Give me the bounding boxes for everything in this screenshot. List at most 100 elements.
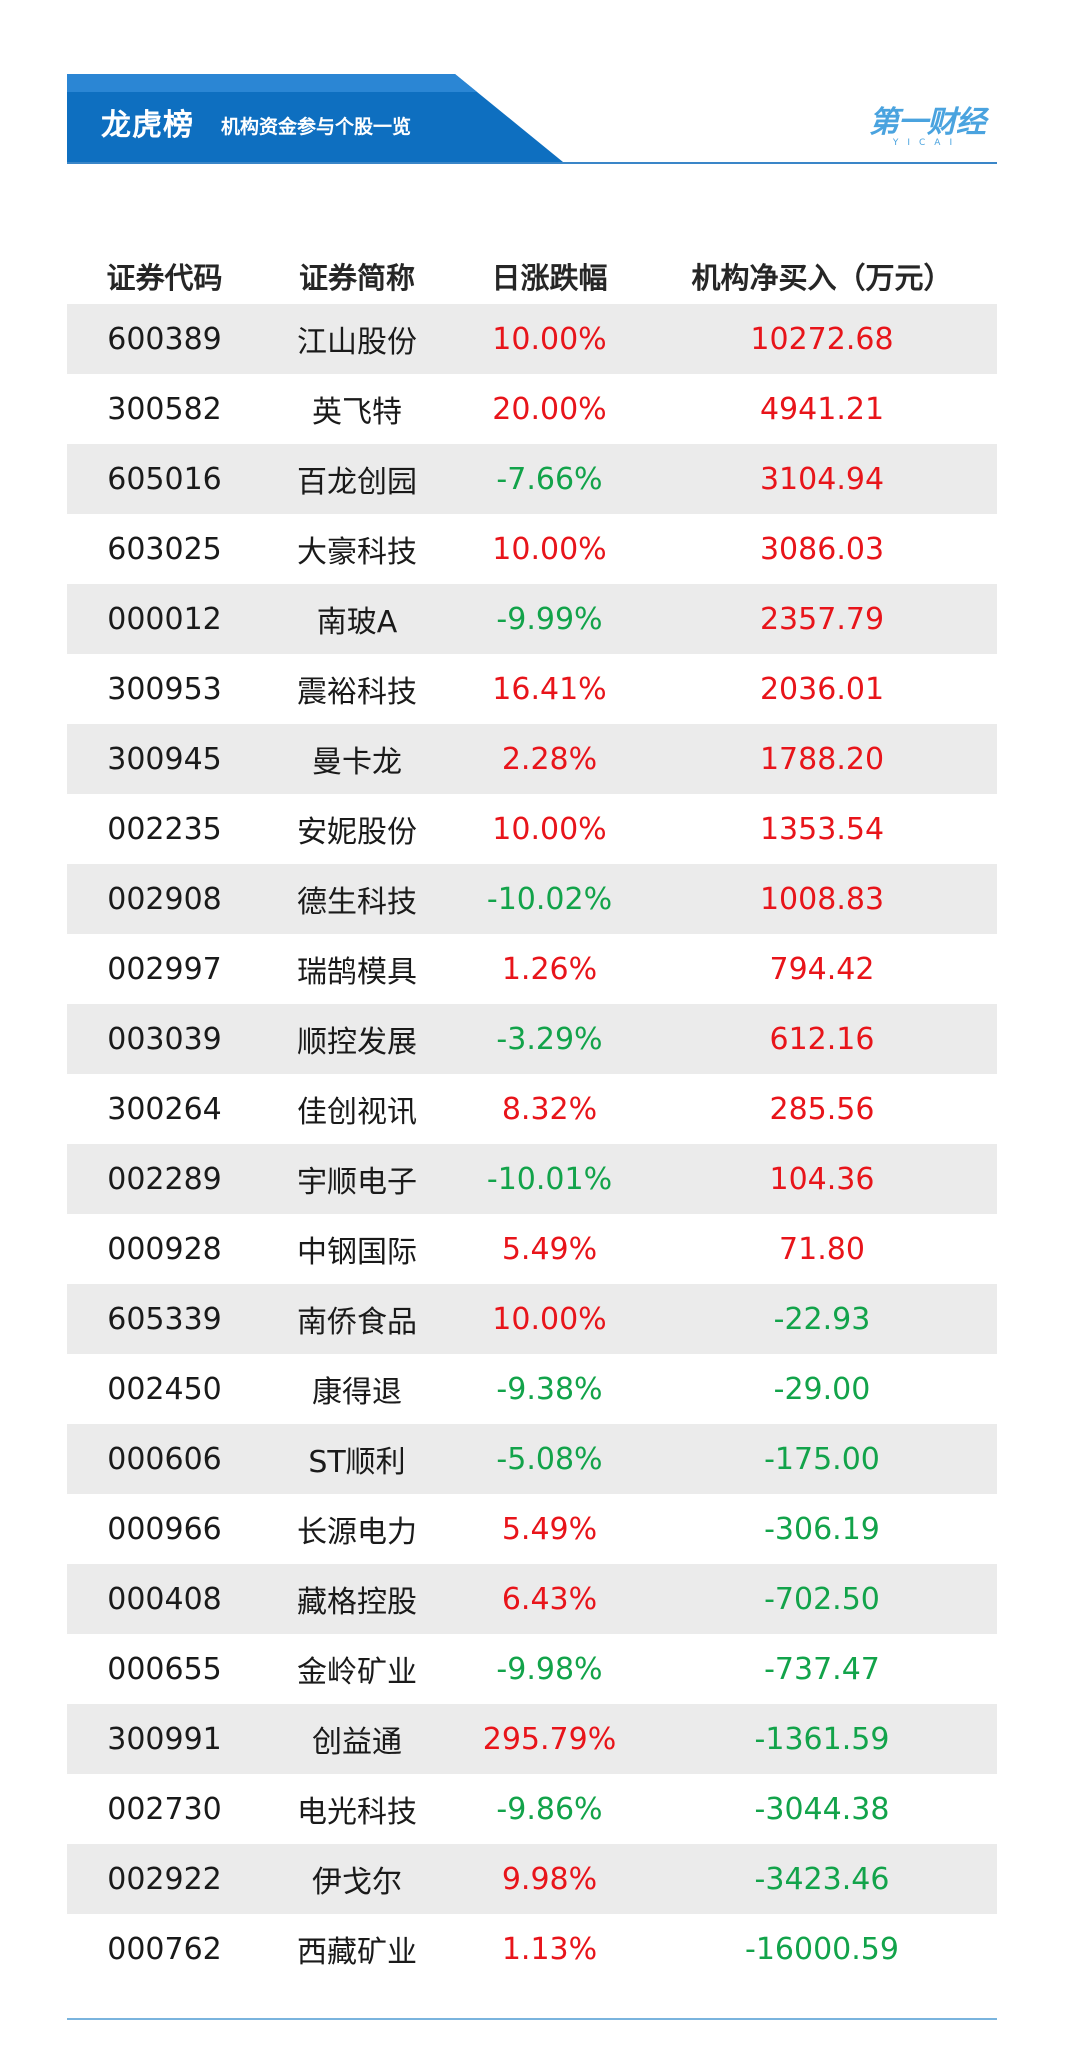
table-body: 600389 江山股份 10.00% 10272.68 300582 英飞特 20.00% 4…	[67, 304, 997, 1984]
cell-change: 10.00%	[492, 811, 607, 847]
table-row: 003039 顺控发展 -3.29% 612.16	[67, 1004, 997, 1074]
cell-code: 605016	[67, 444, 262, 514]
table-row: 002908 德生科技 -10.02% 1008.83	[67, 864, 997, 934]
cell-change: 20.00%	[492, 391, 607, 427]
page-title: 龙虎榜	[101, 108, 194, 143]
cell-code: 300953	[107, 671, 222, 707]
cell-code: 000408	[67, 1564, 262, 1634]
cell-code: 000606	[67, 1424, 262, 1494]
cell-code: 300264	[107, 1091, 222, 1127]
table-row: 000762 西藏矿业 1.13% -16000.59	[67, 1914, 997, 1984]
table-row: 000966 长源电力 5.49% -306.19	[67, 1494, 997, 1564]
table-row: 300264 佳创视讯 8.32% 285.56	[67, 1074, 997, 1144]
cell-change: 10.00%	[492, 531, 607, 567]
cell-net-buy: 794.42	[769, 951, 875, 987]
table-row: 002450 康得退 -9.38% -29.00	[67, 1354, 997, 1424]
cell-net-buy: -3423.46	[647, 1844, 997, 1914]
cell-code: 603025	[107, 531, 222, 567]
cell-change: -9.98%	[496, 1651, 603, 1687]
cell-name: 百龙创园	[262, 444, 452, 514]
cell-code: 000012	[67, 584, 262, 654]
table-row: 002289 宇顺电子 -10.01% 104.36	[67, 1144, 997, 1214]
cell-name: 顺控发展	[262, 1004, 452, 1074]
table-row: 300991 创益通 295.79% -1361.59	[67, 1704, 997, 1774]
cell-name: 德生科技	[262, 864, 452, 934]
cell-code: 000762	[107, 1931, 222, 1967]
cell-net-buy: 2036.01	[759, 671, 885, 707]
cell-name: 大豪科技	[297, 535, 417, 570]
cell-change: 10.00%	[452, 304, 647, 374]
table-row: 002922 伊戈尔 9.98% -3423.46	[67, 1844, 997, 1914]
cell-net-buy: 1008.83	[647, 864, 997, 934]
header-net-buy: 机构净买入（万元）	[691, 261, 953, 295]
header-code: 证券代码	[106, 261, 223, 295]
logo-text: 第一财经	[869, 105, 986, 140]
cell-change: -9.86%	[496, 1791, 603, 1827]
cell-name: 伊戈尔	[262, 1844, 452, 1914]
cell-net-buy: -1361.59	[647, 1704, 997, 1774]
cell-name: 南玻A	[262, 584, 452, 654]
cell-net-buy: -306.19	[764, 1511, 880, 1547]
cell-code: 002235	[107, 811, 222, 847]
table-row: 000012 南玻A -9.99% 2357.79	[67, 584, 997, 654]
cell-net-buy: 1353.54	[759, 811, 885, 847]
cell-name: 金岭矿业	[297, 1655, 417, 1690]
cell-change: -10.01%	[452, 1144, 647, 1214]
cell-code: 000655	[107, 1651, 222, 1687]
cell-name: 江山股份	[262, 304, 452, 374]
cell-net-buy: 104.36	[647, 1144, 997, 1214]
header-name: 证券简称	[298, 261, 415, 295]
cell-name: 创益通	[262, 1704, 452, 1774]
cell-change: 6.43%	[452, 1564, 647, 1634]
title-banner: 龙虎榜 机构资金参与个股一览	[67, 74, 563, 164]
cell-net-buy: 3086.03	[759, 531, 885, 567]
table-row: 605339 南侨食品 10.00% -22.93	[67, 1284, 997, 1354]
cell-code: 300991	[67, 1704, 262, 1774]
cell-net-buy: 285.56	[769, 1091, 875, 1127]
cell-change: 1.26%	[501, 951, 598, 987]
cell-net-buy: -175.00	[647, 1424, 997, 1494]
yicai-logo: 第一财经 YICAI	[869, 105, 986, 149]
cell-change: 5.49%	[501, 1231, 598, 1267]
cell-change: 10.00%	[452, 1284, 647, 1354]
cell-code: 300945	[67, 724, 262, 794]
table-row: 000606 ST顺利 -5.08% -175.00	[67, 1424, 997, 1494]
footer-divider	[67, 2018, 997, 2020]
cell-name: 康得退	[312, 1375, 402, 1410]
cell-change: -5.08%	[452, 1424, 647, 1494]
table-row: 605016 百龙创园 -7.66% 3104.94	[67, 444, 997, 514]
cell-net-buy: 4941.21	[759, 391, 885, 427]
institution-table: 证券代码 证券简称 日涨跌幅 机构净买入（万元） 600389 江山股份 10.00…	[67, 248, 997, 1984]
header-change: 日涨跌幅	[491, 261, 608, 295]
cell-net-buy: -702.50	[647, 1564, 997, 1634]
table-row: 000928 中钢国际 5.49% 71.80	[67, 1214, 997, 1284]
cell-name: 安妮股份	[297, 815, 417, 850]
cell-net-buy: 1788.20	[647, 724, 997, 794]
table-row: 300945 曼卡龙 2.28% 1788.20	[67, 724, 997, 794]
cell-net-buy: -737.47	[764, 1651, 880, 1687]
cell-code: 000928	[107, 1231, 222, 1267]
cell-change: -3.29%	[452, 1004, 647, 1074]
cell-change: -9.38%	[496, 1371, 603, 1407]
cell-change: -9.99%	[452, 584, 647, 654]
cell-code: 002450	[107, 1371, 222, 1407]
cell-net-buy: 2357.79	[647, 584, 997, 654]
cell-net-buy: 10272.68	[647, 304, 997, 374]
cell-name: 瑞鹄模具	[297, 955, 417, 990]
cell-name: 震裕科技	[297, 675, 417, 710]
cell-code: 002730	[107, 1791, 222, 1827]
cell-name: 英飞特	[312, 395, 402, 430]
cell-net-buy: 3104.94	[647, 444, 997, 514]
cell-code: 003039	[67, 1004, 262, 1074]
cell-net-buy: -22.93	[647, 1284, 997, 1354]
table-row: 603025 大豪科技 10.00% 3086.03	[67, 514, 997, 584]
cell-net-buy: 612.16	[647, 1004, 997, 1074]
cell-change: 295.79%	[452, 1704, 647, 1774]
cell-name: ST顺利	[262, 1424, 452, 1494]
cell-code: 600389	[67, 304, 262, 374]
cell-code: 002908	[67, 864, 262, 934]
report-header: 龙虎榜 机构资金参与个股一览 第一财经 YICAI	[67, 74, 997, 164]
cell-net-buy: 71.80	[779, 1231, 865, 1267]
cell-net-buy: -29.00	[773, 1371, 871, 1407]
cell-name: 佳创视讯	[297, 1095, 417, 1130]
